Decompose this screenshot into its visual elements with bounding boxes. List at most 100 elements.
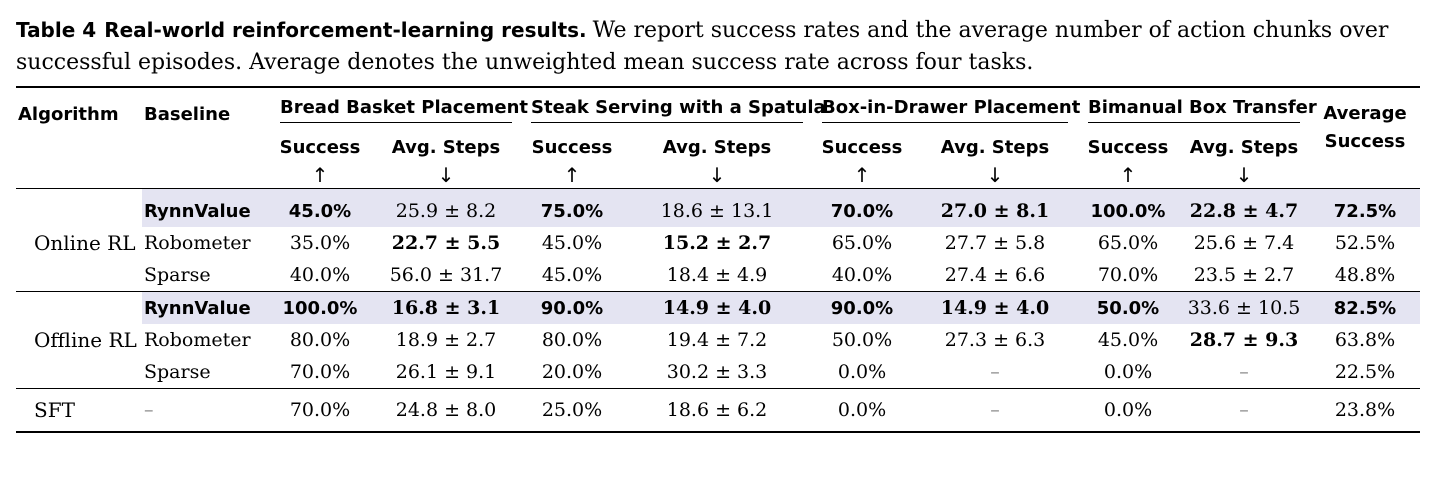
table-cell: 65.0% (1097, 232, 1159, 254)
header-avg-steps: Avg. Steps (940, 136, 1050, 158)
table-cell: 25.6 ± 7.4 (1193, 232, 1295, 254)
table-row: SFT – 70.0% 24.8 ± 8.0 25.0% 18.6 ± 6.2 … (16, 388, 1420, 433)
table-cell: 72.5% (1310, 188, 1420, 227)
header-avg-steps: Avg. Steps (1189, 136, 1299, 158)
table-cell: 18.6 ± 13.1 (622, 188, 812, 227)
table-cell: 27.7 ± 5.8 (944, 232, 1046, 254)
table-cell: 30.2 ± 3.3 (666, 361, 768, 383)
table-cell: 25.0% (522, 388, 622, 433)
table-cell: 100.0% (270, 291, 370, 324)
header-success: Success (279, 136, 361, 158)
table-cell: 45.0% (541, 264, 603, 286)
table-cell: 19.4 ± 7.2 (666, 329, 768, 351)
table-cell: – (912, 388, 1078, 433)
table-cell: 75.0% (522, 188, 622, 227)
baseline-cell: Robometer (144, 329, 251, 351)
table-cell: 20.0% (541, 361, 603, 383)
header-success: Success (531, 136, 613, 158)
header-algorithm: Algorithm (16, 86, 142, 162)
caption-text: We report success rates and the average … (16, 18, 1389, 75)
table-cell: 27.4 ± 6.6 (944, 264, 1046, 286)
baseline-cell: RynnValue (142, 188, 270, 227)
table-cell: 56.0 ± 31.7 (389, 264, 503, 286)
table-cell: 18.6 ± 6.2 (622, 388, 812, 433)
table-cell: 45.0% (1097, 329, 1159, 351)
table-cell: 45.0% (541, 232, 603, 254)
table-cell: 14.9 ± 4.0 (912, 291, 1078, 324)
table-cell: 35.0% (289, 232, 351, 254)
table-cell: 23.8% (1310, 388, 1420, 433)
up-arrow-icon: ↑ (1078, 162, 1178, 189)
table-cell: 70.0% (289, 361, 351, 383)
header-task: Steak Serving with a Spatula (522, 86, 826, 132)
down-arrow-icon: ↓ (370, 162, 522, 189)
up-arrow-icon: ↑ (270, 162, 370, 189)
header-baseline: Baseline (142, 86, 270, 162)
table-row: Robometer 80.0% 18.9 ± 2.7 80.0% 19.4 ± … (16, 324, 1420, 356)
table-cell: 70.0% (270, 388, 370, 433)
table-cell: 27.0 ± 8.1 (912, 188, 1078, 227)
table-cell: 70.0% (812, 188, 912, 227)
table-cell: 90.0% (812, 291, 912, 324)
table-caption: Table 4 Real-world reinforcement-learning… (16, 14, 1430, 79)
table-row: Sparse 40.0% 56.0 ± 31.7 45.0% 18.4 ± 4.… (16, 259, 1420, 292)
header-average-success: Average Success (1310, 86, 1420, 162)
header-task: Box-in-Drawer Placement (812, 86, 1080, 132)
algorithm-label: Offline RL (16, 291, 142, 389)
table-cell: 70.0% (1097, 264, 1159, 286)
baseline-cell: Sparse (144, 264, 211, 286)
algorithm-label: SFT (16, 388, 142, 433)
header-task: Bread Basket Placement (270, 86, 528, 132)
table-cell: – (990, 361, 1000, 383)
table-cell: 23.5 ± 2.7 (1193, 264, 1295, 286)
table-cell: 65.0% (831, 232, 893, 254)
table-cell: 15.2 ± 2.7 (662, 232, 772, 254)
baseline-cell: Robometer (144, 232, 251, 254)
table-cell: 16.8 ± 3.1 (370, 291, 522, 324)
table-cell: 24.8 ± 8.0 (370, 388, 522, 433)
table-cell: 18.9 ± 2.7 (395, 329, 497, 351)
table-cell: 40.0% (289, 264, 351, 286)
table-cell: 40.0% (831, 264, 893, 286)
baseline-cell: RynnValue (142, 291, 270, 324)
table-cell: – (1178, 388, 1310, 433)
table-cell: 80.0% (289, 329, 351, 351)
header-success: Success (821, 136, 903, 158)
baseline-cell: – (142, 388, 270, 433)
table-cell: 90.0% (522, 291, 622, 324)
algorithm-label: Online RL (34, 231, 136, 255)
header-avg-steps: Avg. Steps (391, 136, 501, 158)
down-arrow-icon: ↓ (912, 162, 1078, 189)
table-row: Sparse 70.0% 26.1 ± 9.1 20.0% 30.2 ± 3.3… (16, 356, 1420, 389)
up-arrow-icon: ↑ (812, 162, 912, 189)
table-cell: 25.9 ± 8.2 (370, 188, 522, 227)
table-cell: 0.0% (812, 388, 912, 433)
caption-title: Real-world reinforcement-learning result… (104, 18, 587, 42)
table-cell: 27.3 ± 6.3 (944, 329, 1046, 351)
table-cell: 63.8% (1334, 329, 1396, 351)
table-cell: 48.8% (1334, 264, 1396, 286)
table-cell: – (1239, 361, 1249, 383)
table-row: Offline RL RynnValue 100.0% 16.8 ± 3.1 9… (16, 291, 1420, 389)
table-cell: 52.5% (1334, 232, 1396, 254)
down-arrow-icon: ↓ (622, 162, 812, 189)
caption-label: Table 4 (16, 18, 97, 42)
table-cell: 14.9 ± 4.0 (622, 291, 812, 324)
table-cell: 22.7 ± 5.5 (391, 232, 501, 254)
header-success: Success (1087, 136, 1169, 158)
table-cell: 22.8 ± 4.7 (1178, 188, 1310, 227)
table-cell: 50.0% (831, 329, 893, 351)
table-cell: 0.0% (1078, 388, 1178, 433)
header-task: Bimanual Box Transfer (1078, 86, 1317, 132)
down-arrow-icon: ↓ (1178, 162, 1310, 189)
table-cell: 0.0% (837, 361, 887, 383)
table-row: Online RL RynnValue 45.0% 25.9 ± 8.2 75.… (16, 188, 1420, 255)
table-row: Robometer 35.0% 22.7 ± 5.5 45.0% 15.2 ± … (16, 227, 1420, 259)
table-cell: 18.4 ± 4.9 (666, 264, 768, 286)
table-cell: 82.5% (1310, 291, 1420, 324)
results-table: Algorithm Baseline Bread Basket Placemen… (16, 86, 1420, 433)
table-cell: 33.6 ± 10.5 (1178, 291, 1310, 324)
table-cell: 0.0% (1103, 361, 1153, 383)
table-cell: 100.0% (1078, 188, 1178, 227)
table-cell: 28.7 ± 9.3 (1189, 329, 1299, 351)
